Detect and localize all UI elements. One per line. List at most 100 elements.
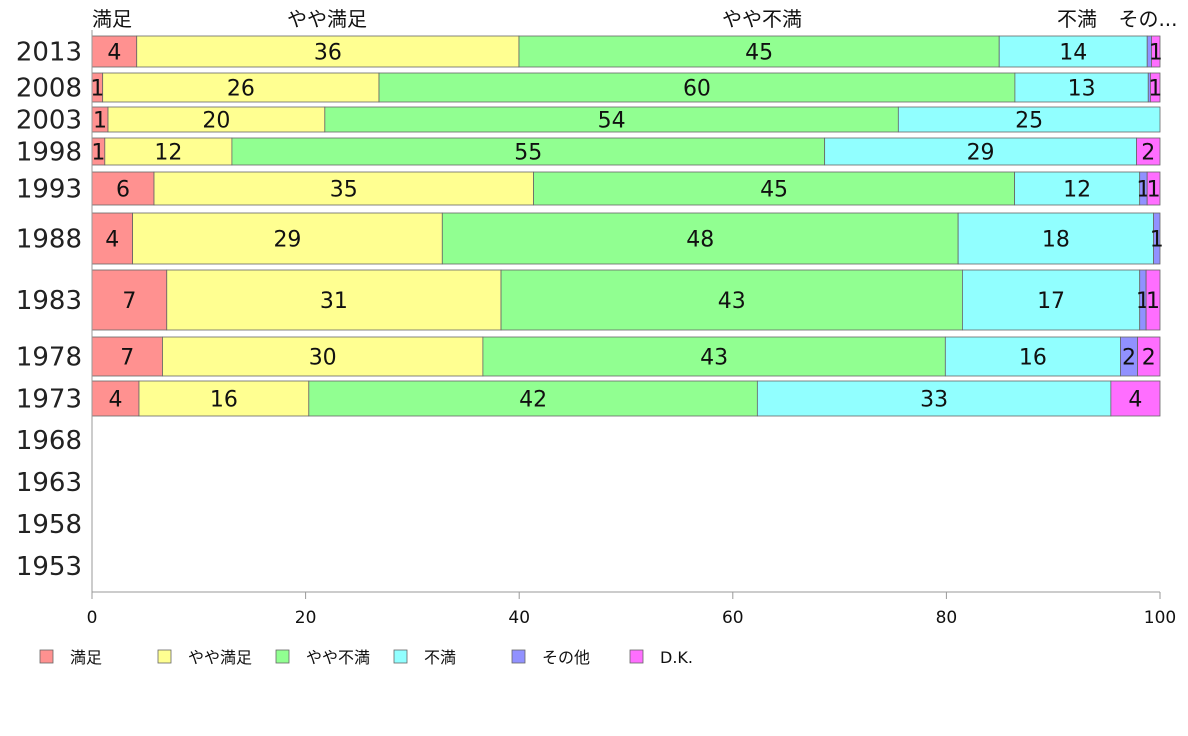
- value-label-1988-0: 4: [105, 228, 119, 253]
- bar-1998-2: [231, 137, 826, 166]
- top-label-1: やや満足: [287, 7, 367, 31]
- top-label-3: 不満: [1057, 7, 1097, 31]
- value-label-2003-3: 25: [1015, 109, 1043, 134]
- bar-1983-5: [1145, 269, 1161, 331]
- bar-1973-5: [1110, 380, 1161, 417]
- value-label-1988-3: 18: [1042, 228, 1070, 253]
- bar-1973-0: [91, 380, 140, 417]
- y-label-1958: 1958: [16, 510, 82, 540]
- x-tick-40: 40: [508, 608, 530, 628]
- value-label-2013-0: 4: [107, 41, 121, 66]
- value-label-1978-1: 30: [309, 346, 337, 371]
- value-label-2008-1: 26: [227, 77, 255, 102]
- bar-1988-3: [957, 212, 1154, 265]
- top-series-labels: 満足 やや満足 やや不満 不満 その...: [92, 7, 1178, 31]
- value-label-1973-3: 33: [920, 388, 948, 413]
- top-label-0: 満足: [92, 7, 132, 31]
- bar-2008-3: [1014, 72, 1149, 103]
- bar-1973-2: [308, 380, 758, 417]
- bar-1988-1: [132, 212, 443, 265]
- legend-label-3: 不満: [424, 648, 456, 667]
- legend: 満足 やや満足 やや不満 不満 その他 D.K.: [39, 648, 693, 667]
- bar-2013-0: [91, 35, 138, 68]
- bar-2013-3: [998, 35, 1148, 68]
- x-tick-20: 20: [295, 608, 317, 628]
- value-label-2013-5: 1: [1149, 41, 1163, 66]
- bar-2008-1: [102, 72, 380, 103]
- bar-1988-0: [91, 212, 133, 265]
- value-label-2003-2: 54: [598, 109, 626, 134]
- value-label-1978-3: 16: [1019, 346, 1047, 371]
- y-label-1963: 1963: [16, 468, 82, 498]
- value-label-2013-1: 36: [314, 41, 342, 66]
- value-label-1993-2: 45: [760, 178, 788, 203]
- value-label-1993-1: 35: [330, 178, 358, 203]
- value-label-1978-2: 43: [700, 346, 728, 371]
- y-label-1953: 1953: [16, 552, 82, 582]
- value-label-2013-3: 14: [1059, 41, 1087, 66]
- bar-1998-1: [104, 137, 233, 166]
- bar-1993-5: [1146, 171, 1161, 206]
- value-label-2013-2: 45: [745, 41, 773, 66]
- bars: 4 36 45 14 11 26 60 13 11 20 54 251 12 55 29 26 35 45 12 11…: [90, 35, 1164, 417]
- y-label-1973: 1973: [16, 385, 82, 415]
- top-label-2: やや不満: [722, 7, 802, 31]
- y-label-2008: 2008: [16, 74, 82, 104]
- y-label-1978: 1978: [16, 343, 82, 373]
- value-label-1978-0: 7: [120, 346, 134, 371]
- x-tick-100: 100: [1144, 608, 1176, 628]
- legend-swatch-0: [39, 649, 54, 664]
- bar-2008-2: [378, 72, 1016, 103]
- value-label-1998-0: 1: [91, 141, 105, 166]
- value-label-1998-3: 29: [967, 141, 995, 166]
- value-label-1973-0: 4: [108, 388, 122, 413]
- value-label-1978-4: 2: [1122, 346, 1136, 371]
- x-tick-60: 60: [722, 608, 744, 628]
- value-label-1998-1: 12: [154, 141, 182, 166]
- value-label-1983-5: 1: [1146, 289, 1160, 314]
- value-label-1988-1: 29: [273, 228, 301, 253]
- bar-1988-4: [1153, 212, 1161, 265]
- value-label-1983-1: 31: [320, 289, 348, 314]
- y-label-2013: 2013: [16, 38, 82, 68]
- value-label-1983-0: 7: [122, 289, 136, 314]
- legend-swatch-4: [511, 649, 526, 664]
- bar-1988-2: [441, 212, 959, 265]
- value-label-1988-2: 48: [686, 228, 714, 253]
- value-label-1993-5: 1: [1147, 178, 1161, 203]
- bar-1978-3: [944, 336, 1121, 377]
- value-label-2003-0: 1: [93, 109, 107, 134]
- bar-2008-5: [1149, 72, 1161, 103]
- bar-1983-1: [166, 269, 502, 331]
- bar-1983-2: [500, 269, 963, 331]
- bar-1993-1: [153, 171, 534, 206]
- y-label-1968: 1968: [16, 426, 82, 456]
- value-label-2008-2: 60: [683, 77, 711, 102]
- value-label-2008-3: 13: [1068, 77, 1096, 102]
- value-label-1988-4: 1: [1150, 228, 1164, 253]
- bar-2013-5: [1151, 35, 1161, 68]
- legend-swatch-5: [629, 649, 644, 664]
- value-label-2008-5: 1: [1148, 77, 1162, 102]
- value-label-1993-3: 12: [1063, 178, 1091, 203]
- y-label-2003: 2003: [16, 106, 82, 136]
- x-tick-0: 0: [87, 608, 98, 628]
- value-label-1973-1: 16: [210, 388, 238, 413]
- bar-1998-3: [824, 137, 1137, 166]
- bar-2013-1: [136, 35, 520, 68]
- y-label-1993: 1993: [16, 175, 82, 205]
- value-label-1973-2: 42: [519, 388, 547, 413]
- bar-1998-5: [1136, 137, 1161, 166]
- bar-2003-2: [324, 106, 899, 133]
- legend-label-0: 満足: [70, 648, 102, 667]
- value-label-1983-2: 43: [718, 289, 746, 314]
- value-label-1973-5: 4: [1128, 388, 1142, 413]
- x-tick-80: 80: [936, 608, 958, 628]
- bar-1973-1: [138, 380, 310, 417]
- y-label-1988: 1988: [16, 225, 82, 255]
- value-label-2003-1: 20: [202, 109, 230, 134]
- legend-swatch-2: [275, 649, 290, 664]
- bar-2003-3: [897, 106, 1161, 133]
